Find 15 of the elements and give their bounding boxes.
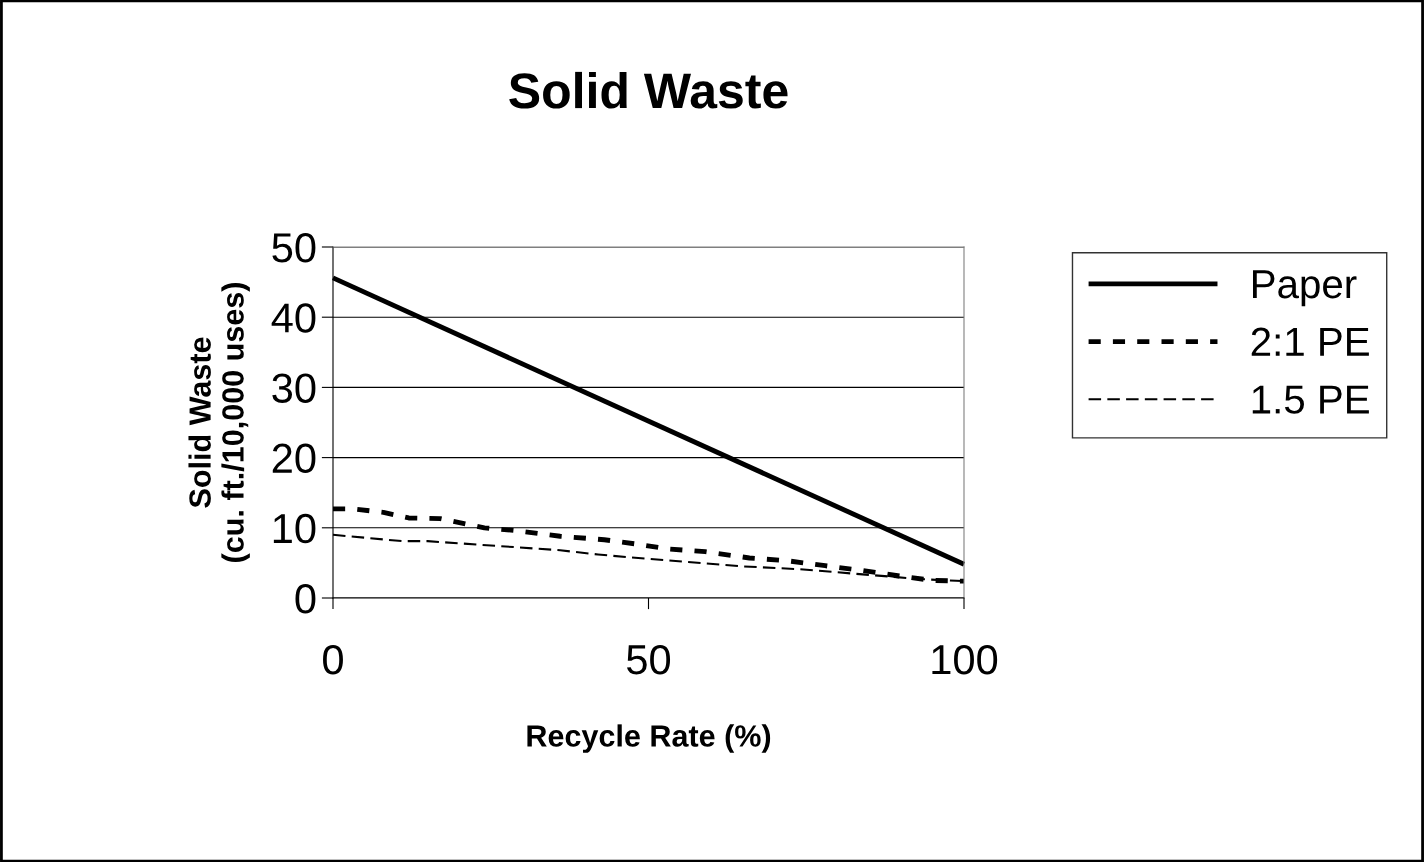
y-tick-label: 20 (272, 443, 316, 474)
x-axis-title: Recycle Rate (%) (527, 724, 771, 753)
y-tick-label: 40 (271, 303, 316, 333)
legend-label: Paper (1253, 270, 1357, 307)
x-tick-label: 50 (627, 644, 671, 675)
x-tick-label: 100 (932, 644, 998, 675)
y-tick-label: 0 (295, 584, 316, 614)
legend-label: 2:1 PE (1251, 327, 1369, 356)
x-tick-label: 0 (323, 644, 343, 675)
y-tick-label: 30 (272, 373, 316, 403)
y-tick-label: 10 (273, 513, 316, 544)
y-axis-title: Solid Waste (cu. ft./10,000 uses) (188, 283, 250, 562)
legend-label: 1.5 PE (1252, 385, 1369, 414)
chart-title: Solid Waste (509, 71, 788, 109)
y-tick-label: 50 (272, 233, 316, 263)
